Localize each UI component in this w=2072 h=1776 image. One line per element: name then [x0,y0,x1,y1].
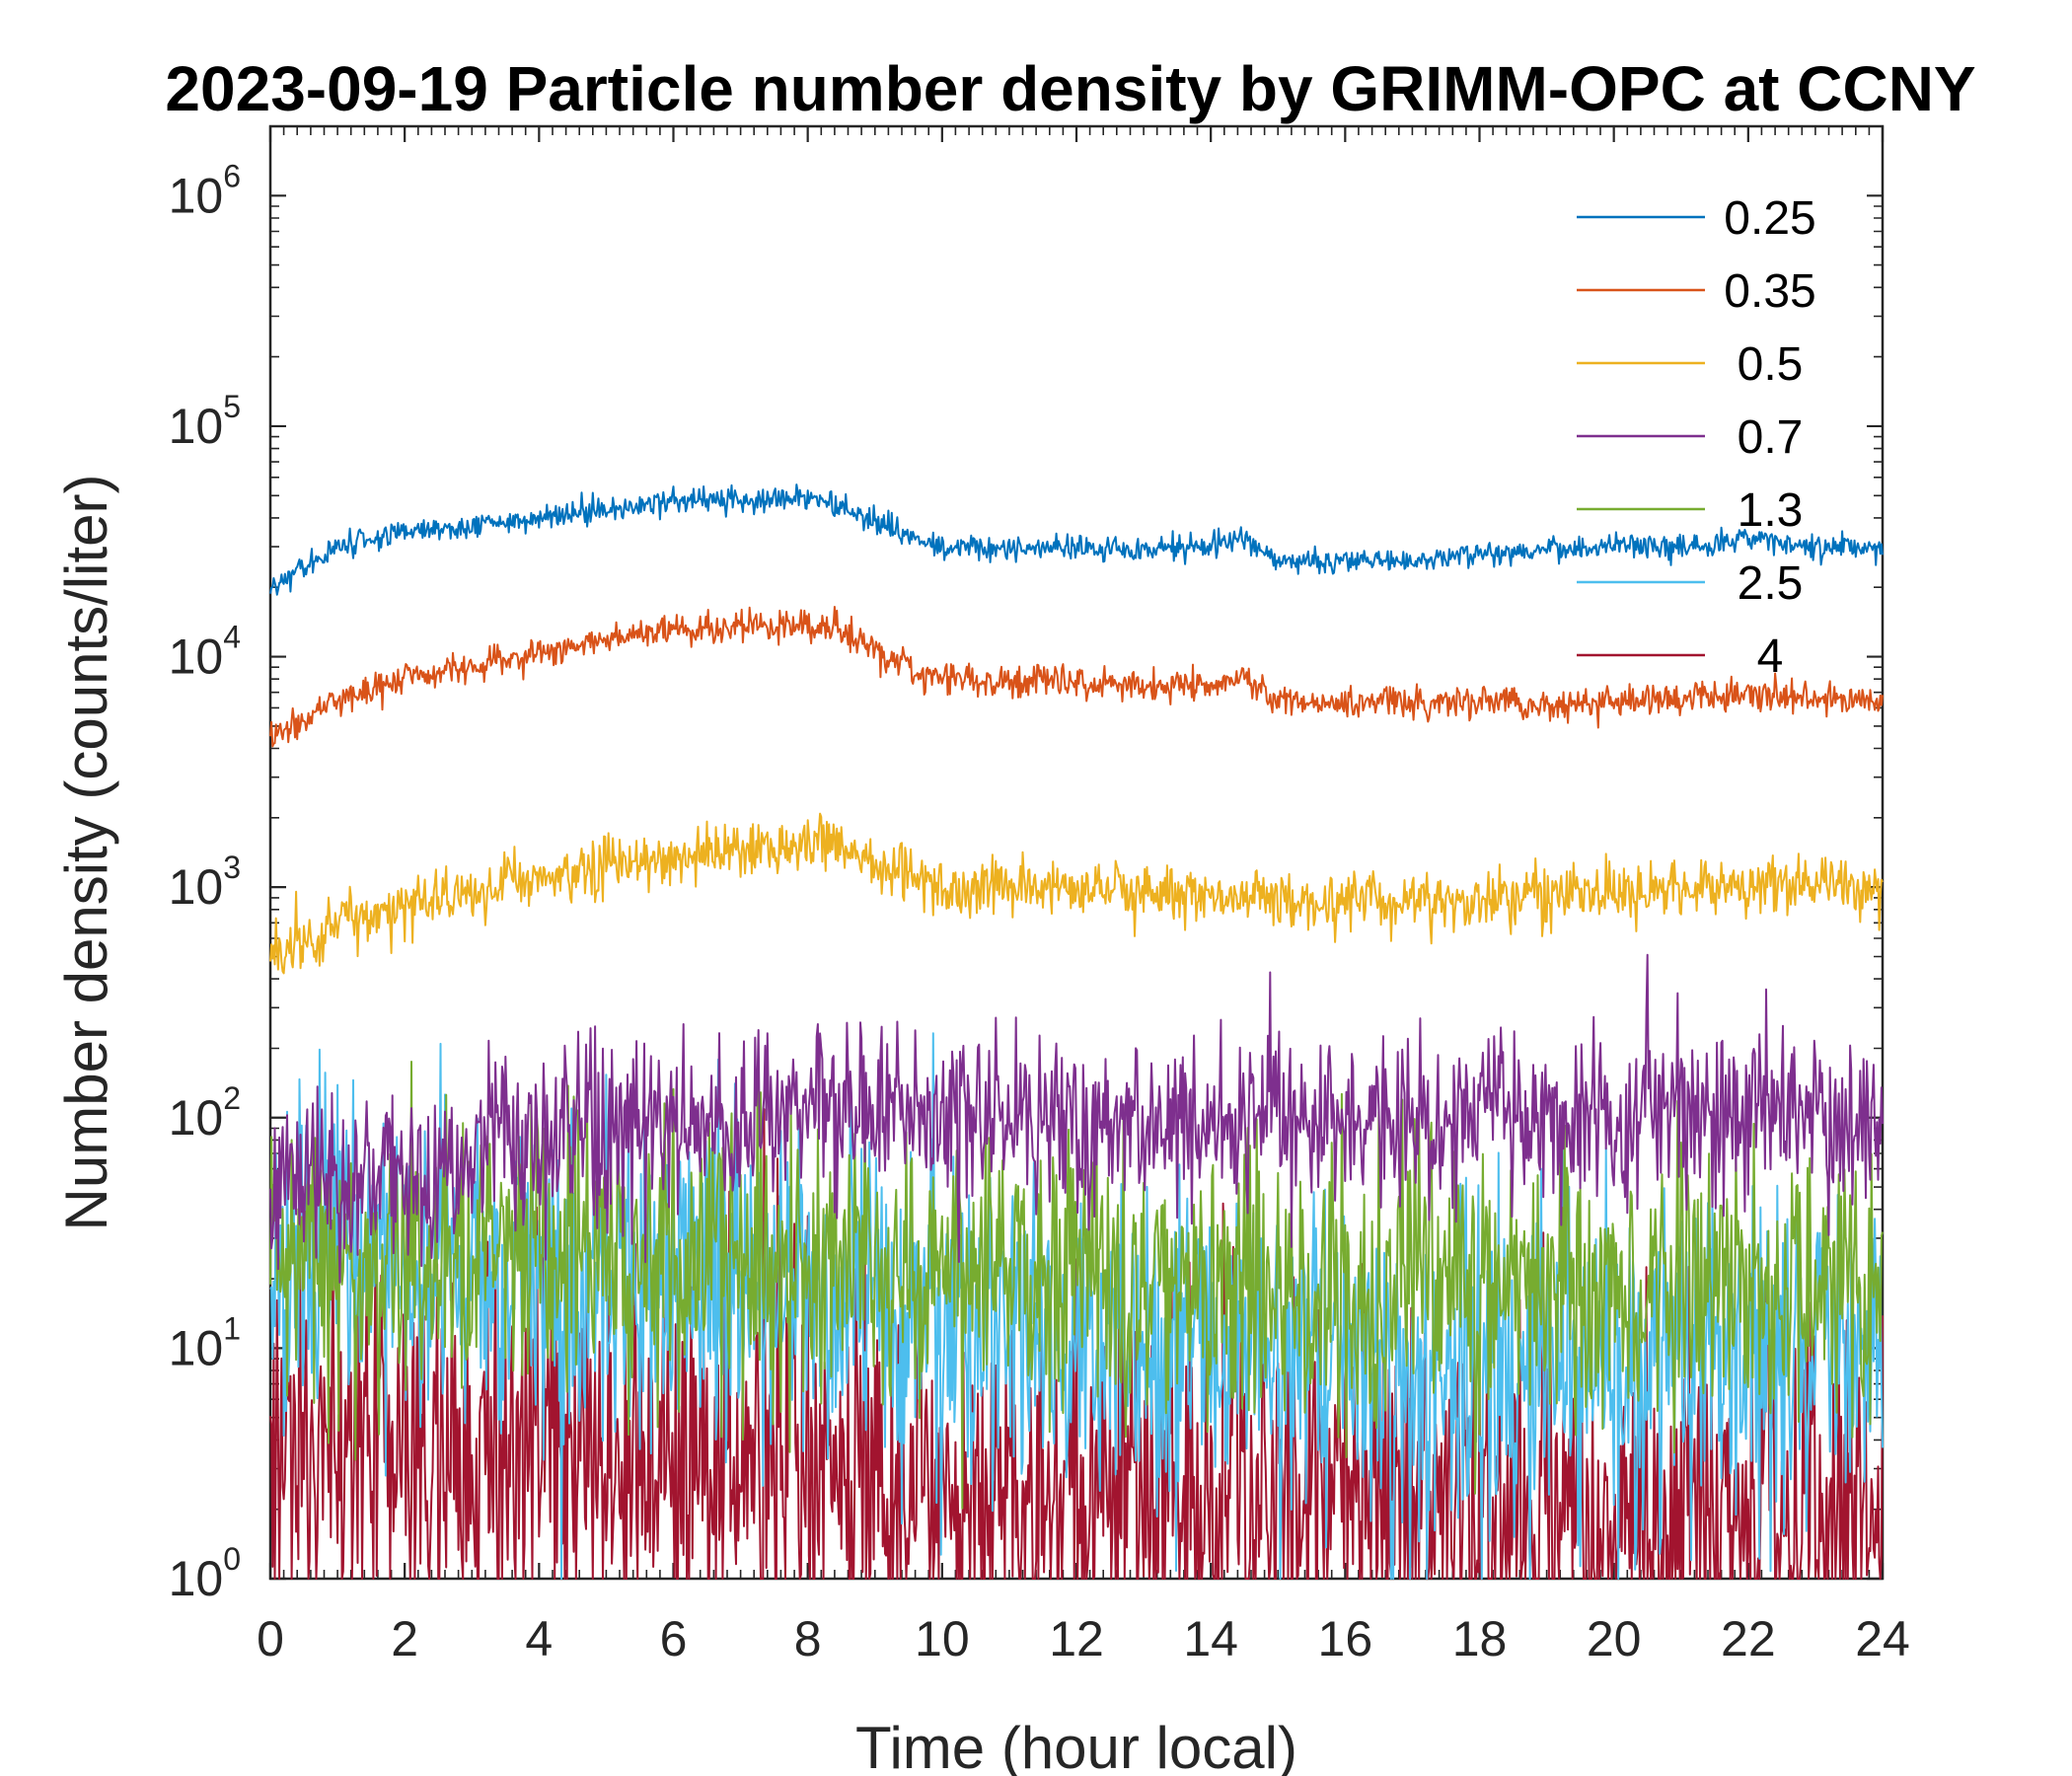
x-tick-label: 20 [1587,1611,1642,1666]
y-tick-label: 106 [169,158,241,223]
x-tick-label: 14 [1183,1611,1238,1666]
legend-label-1.3: 1.3 [1738,484,1804,537]
x-tick-label: 18 [1452,1611,1508,1666]
legend-label-2.5: 2.5 [1738,557,1804,610]
x-tick-label: 22 [1721,1611,1776,1666]
y-tick-label: 101 [169,1310,241,1375]
series-line-0.7 [269,953,1884,1284]
y-tick-exponent: 5 [223,389,241,424]
y-tick-label: 104 [169,620,241,685]
x-tick-label: 6 [660,1611,688,1666]
y-tick-label: 103 [169,850,241,915]
series-line-0.25 [269,483,1884,596]
legend-label-0.7: 0.7 [1738,411,1804,464]
x-axis-label: Time (hour local) [855,1715,1297,1776]
y-tick-base: 10 [169,629,224,685]
series-line-0.5 [269,812,1884,975]
x-tick-label: 10 [915,1611,970,1666]
y-tick-exponent: 2 [223,1080,241,1116]
chart-title: 2023-09-19 Particle number density by GR… [165,53,1975,124]
legend-label-4: 4 [1757,630,1784,683]
y-tick-exponent: 1 [223,1310,241,1346]
y-tick-base: 10 [169,399,224,454]
y-tick-exponent: 3 [223,850,241,885]
y-tick-base: 10 [169,1320,224,1375]
y-tick-exponent: 0 [223,1541,241,1577]
legend-label-0.25: 0.25 [1724,192,1815,245]
y-tick-base: 10 [169,1090,224,1146]
y-tick-base: 10 [169,1551,224,1606]
y-tick-base: 10 [169,168,224,223]
series-line-0.35 [269,606,1884,748]
series-layer [269,483,1884,1580]
x-tick-label: 12 [1049,1611,1104,1666]
x-tick-label: 2 [391,1611,418,1666]
y-axis-label: Number density (counts/liter) [53,475,119,1231]
y-tick-label: 102 [169,1080,241,1146]
x-tick-label: 0 [257,1611,284,1666]
x-tick-label: 16 [1318,1611,1373,1666]
x-tick-labels: 0 2 4 6 8 10 12 14 16 18 20 22 24 [257,1611,1910,1666]
x-tick-label: 8 [794,1611,822,1666]
legend-label-0.35: 0.35 [1724,265,1815,318]
y-tick-base: 10 [169,859,224,915]
legend-label-0.5: 0.5 [1738,338,1804,391]
x-tick-label: 24 [1855,1611,1910,1666]
y-tick-label: 105 [169,389,241,454]
y-tick-exponent: 4 [223,620,241,655]
legend: 0.25 0.35 0.5 0.7 1.3 2.5 4 [1577,192,1816,683]
x-tick-label: 4 [525,1611,553,1666]
y-tick-exponent: 6 [223,158,241,193]
y-tick-label: 100 [169,1541,241,1606]
